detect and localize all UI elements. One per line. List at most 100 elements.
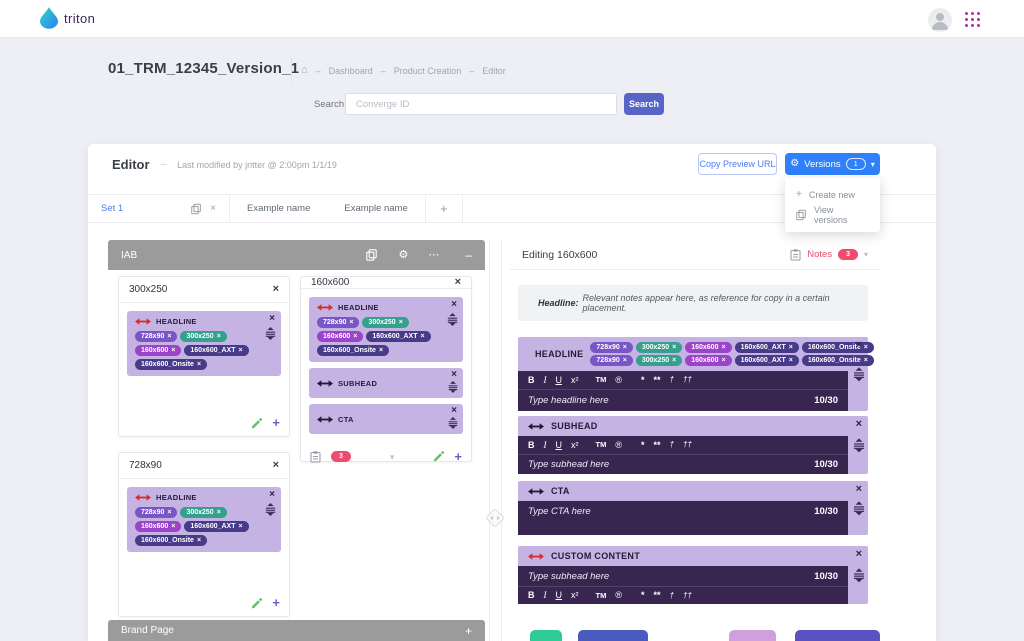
placement-tag-160x600[interactable]: 160x600 × <box>135 345 182 356</box>
drag-handle-icon[interactable] <box>852 438 866 457</box>
format-double-dagger-button[interactable]: †† <box>682 590 692 600</box>
partial-action-button-4[interactable] <box>795 630 880 641</box>
format-registered-button[interactable]: ® <box>615 590 622 600</box>
tag-remove-icon[interactable]: × <box>788 344 793 351</box>
notes-icon[interactable] <box>310 450 321 463</box>
card-close-icon[interactable]: × <box>272 459 279 471</box>
home-icon[interactable]: ⌂ <box>301 64 308 76</box>
format-italic-button[interactable]: I <box>543 374 547 385</box>
format-bold-button[interactable]: B <box>528 590 535 600</box>
partial-action-button-2[interactable] <box>578 630 648 641</box>
drag-handle-icon[interactable] <box>447 416 459 434</box>
add-content-button[interactable]: + <box>272 415 280 430</box>
search-button[interactable]: Search <box>624 93 664 115</box>
add-content-button[interactable]: + <box>454 448 462 464</box>
breadcrumb-product-creation[interactable]: Product Creation <box>393 65 462 76</box>
tag-remove-icon[interactable]: × <box>238 347 243 354</box>
placement-tag-300x250[interactable]: 300x250 × <box>635 355 683 366</box>
expand-chevron-icon[interactable]: ▾ <box>389 452 395 462</box>
custom-content-field[interactable]: Type subhead here <box>528 570 610 582</box>
close-icon[interactable]: × <box>210 202 216 214</box>
drag-handle-icon[interactable] <box>264 503 277 521</box>
placement-tag-160x600_Onsite[interactable]: 160x600_Onsite × <box>135 535 208 546</box>
card-close-icon[interactable]: × <box>272 283 279 295</box>
menu-item-view-versions[interactable]: View versions <box>785 205 880 225</box>
placement-tag-728x90[interactable]: 728x90 × <box>590 342 633 353</box>
tag-remove-icon[interactable]: × <box>216 333 221 340</box>
placement-tag-160x600_AXT[interactable]: 160x600_AXT × <box>734 342 799 353</box>
versions-button[interactable]: ⚙ Versions 1 ▾ <box>785 153 880 175</box>
placement-tag-160x600_AXT[interactable]: 160x600_AXT × <box>184 521 249 532</box>
add-placement-button[interactable]: + <box>464 623 472 638</box>
placement-tag-160x600[interactable]: 160x600 × <box>685 355 732 366</box>
add-tab-button[interactable]: + <box>424 195 463 222</box>
tab-example-name-2[interactable]: Example name <box>344 203 408 214</box>
placement-tag-728x90[interactable]: 728x90 × <box>135 507 178 518</box>
tag-remove-icon[interactable]: × <box>721 344 726 351</box>
tag-remove-icon[interactable]: × <box>238 523 243 530</box>
placement-tag-728x90[interactable]: 728x90 × <box>135 331 178 342</box>
tag-remove-icon[interactable]: × <box>378 347 384 354</box>
tag-remove-icon[interactable]: × <box>353 333 358 340</box>
block-close-icon[interactable]: × <box>451 369 457 380</box>
placement-tag-300x250[interactable]: 300x250 × <box>635 342 683 353</box>
edit-pencil-icon[interactable] <box>251 597 263 609</box>
placement-tag-728x90[interactable]: 728x90 × <box>590 355 633 366</box>
section-close-icon[interactable]: × <box>855 418 862 430</box>
tag-remove-icon[interactable]: × <box>863 344 868 351</box>
tag-remove-icon[interactable]: × <box>167 333 172 340</box>
more-options-icon[interactable]: ⋯ <box>428 248 440 261</box>
format-registered-button[interactable]: ® <box>615 439 622 450</box>
drag-handle-icon[interactable] <box>447 380 459 398</box>
format-italic-button[interactable]: I <box>543 439 547 450</box>
search-input[interactable] <box>345 93 617 115</box>
breadcrumb-dashboard[interactable]: Dashboard <box>328 65 373 76</box>
format-underline-button[interactable]: U <box>555 590 563 600</box>
menu-item-create-new[interactable]: + Create new <box>785 185 880 205</box>
placement-tag-300x250[interactable]: 300x250 × <box>180 331 227 342</box>
apps-grid-icon[interactable] <box>965 12 981 28</box>
tag-remove-icon[interactable]: × <box>788 357 793 364</box>
tag-remove-icon[interactable]: × <box>672 344 677 351</box>
format-double-dagger-button[interactable]: †† <box>682 375 692 384</box>
panel-resize-handle-icon[interactable] <box>482 505 508 536</box>
section-close-icon[interactable]: × <box>855 483 862 495</box>
duplicate-icon[interactable] <box>191 203 202 215</box>
placement-tag-160x600_Onsite[interactable]: 160x600_Onsite × <box>801 355 874 366</box>
placement-tag-300x250[interactable]: 300x250 × <box>362 317 409 328</box>
drag-handle-icon[interactable] <box>852 367 866 386</box>
tag-remove-icon[interactable]: × <box>672 357 677 364</box>
format-dagger-button[interactable]: † <box>669 440 674 449</box>
section-close-icon[interactable]: × <box>855 548 862 560</box>
tab-set-1[interactable]: Set 1 × <box>88 195 230 222</box>
notes-toggle[interactable]: Notes 3 ▾ <box>790 248 868 261</box>
placement-tag-160x600_AXT[interactable]: 160x600_AXT × <box>734 355 799 366</box>
add-content-button[interactable]: + <box>272 595 280 610</box>
tab-example-name-1[interactable]: Example name <box>247 203 311 214</box>
tag-remove-icon[interactable]: × <box>196 361 202 368</box>
format-bold-button[interactable]: B <box>528 439 535 450</box>
placement-tag-160x600[interactable]: 160x600 × <box>135 521 182 532</box>
tag-remove-icon[interactable]: × <box>622 357 627 364</box>
format-trademark-button[interactable]: TM <box>595 590 607 600</box>
drag-handle-icon[interactable] <box>852 501 866 520</box>
format-asterisk-button[interactable]: * <box>640 590 645 600</box>
duplicate-icon[interactable] <box>366 249 378 261</box>
tag-remove-icon[interactable]: × <box>420 333 425 340</box>
format-superscript-button[interactable]: x² <box>571 590 579 600</box>
triton-logo[interactable]: triton <box>40 7 95 29</box>
placement-tag-728x90[interactable]: 728x90 × <box>317 317 360 328</box>
placement-tag-160x600[interactable]: 160x600 × <box>685 342 732 353</box>
placement-tag-300x250[interactable]: 300x250 × <box>180 507 227 518</box>
tag-remove-icon[interactable]: × <box>622 344 627 351</box>
tag-remove-icon[interactable]: × <box>171 523 176 530</box>
format-asterisk-button[interactable]: * <box>640 439 645 450</box>
cta-field[interactable]: Type CTA here <box>528 505 591 517</box>
tag-remove-icon[interactable]: × <box>216 509 221 516</box>
format-double-asterisk-button[interactable]: ** <box>653 374 661 385</box>
tag-remove-icon[interactable]: × <box>196 537 202 544</box>
format-superscript-button[interactable]: x² <box>571 374 579 385</box>
user-avatar-icon[interactable] <box>928 8 952 32</box>
format-underline-button[interactable]: U <box>555 374 563 385</box>
section-close-icon[interactable]: × <box>855 339 862 351</box>
